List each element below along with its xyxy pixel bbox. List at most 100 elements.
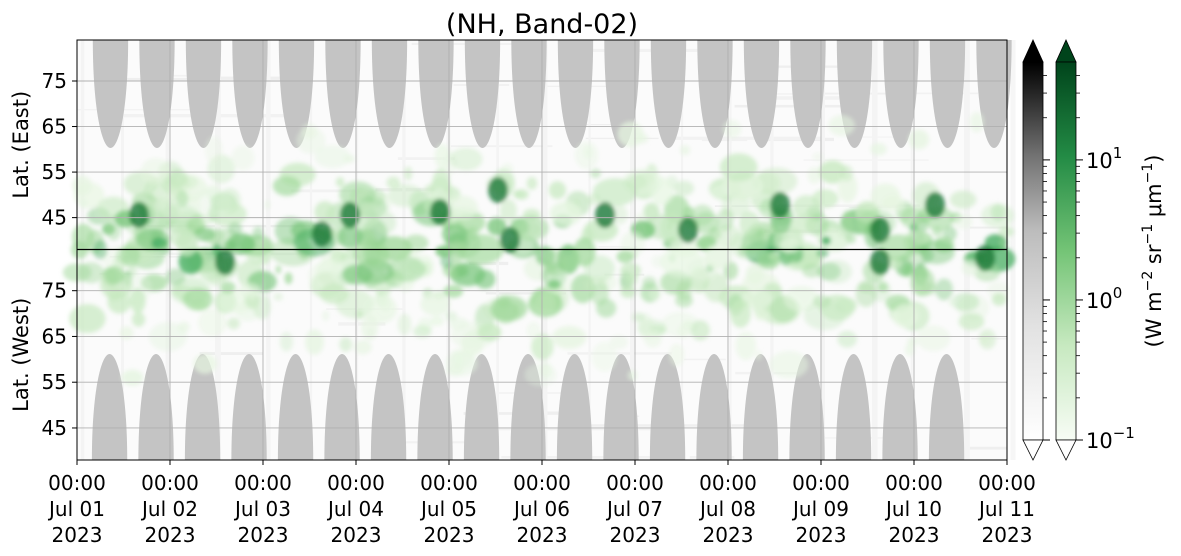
- emission-blob: [198, 309, 227, 337]
- emission-blob: [71, 223, 95, 251]
- x-tick-label: 00:00 Jul 04 2023: [326, 471, 385, 547]
- emission-blob: [434, 143, 451, 170]
- night-lobe-west: [138, 354, 174, 460]
- emission-blob: [669, 343, 685, 367]
- emission-blob: [252, 226, 264, 240]
- emission-blob: [130, 288, 146, 314]
- emission-blob: [643, 202, 660, 222]
- emission-blob: [430, 315, 444, 326]
- emission-blob: [80, 198, 88, 210]
- night-lobe-west: [463, 354, 500, 460]
- emission-blob: [305, 329, 324, 355]
- emission-blob: [660, 247, 704, 277]
- emission-blob: [620, 285, 637, 298]
- night-lobe-west: [417, 354, 453, 460]
- night-lobe-east: [278, 40, 315, 148]
- emission-blob: [730, 298, 751, 328]
- grey-streak: [938, 446, 1007, 450]
- emission-blob: [420, 292, 451, 316]
- emission-blob: [574, 141, 599, 169]
- emission-blob: [609, 335, 628, 349]
- grey-streak: [754, 93, 911, 95]
- emission-blob: [716, 208, 734, 231]
- emission-blob: [591, 341, 618, 372]
- emission-core: [430, 199, 450, 225]
- emission-blob: [690, 320, 710, 341]
- colorbar-greys-extend-min: [1022, 439, 1044, 461]
- night-lobe-west: [370, 354, 407, 460]
- colorbar-greens-extend-max: [1055, 39, 1077, 63]
- night-shading: [91, 40, 1012, 460]
- emission-blob: [723, 261, 739, 280]
- emission-blob: [590, 168, 602, 179]
- emission-core: [488, 177, 508, 203]
- emission-blob: [803, 301, 846, 331]
- emission-blob: [958, 313, 985, 331]
- emission-blob: [413, 325, 432, 338]
- grey-streak: [199, 352, 263, 355]
- x-tick-label: 00:00 Jul 09 2023: [791, 471, 850, 547]
- emission-blob: [220, 281, 236, 294]
- emission-core: [770, 192, 790, 218]
- x-tick-label: 00:00 Jul 08 2023: [698, 471, 757, 547]
- emission-blob: [755, 167, 798, 195]
- emission-blob: [353, 239, 389, 267]
- emission-blob: [617, 121, 644, 147]
- emission-blob: [620, 262, 641, 279]
- night-lobe-east: [929, 40, 966, 148]
- emission-blob: [935, 278, 953, 301]
- emission-blob: [644, 329, 662, 348]
- emission-blob: [722, 120, 742, 138]
- emission-core: [870, 217, 890, 243]
- grey-streak: [291, 189, 359, 193]
- emission-blob: [379, 293, 392, 312]
- night-lobe-west: [603, 354, 639, 460]
- emission-blob: [918, 239, 955, 265]
- emission-blob: [227, 233, 256, 255]
- grey-streak: [397, 157, 455, 161]
- emission-blob: [953, 214, 973, 229]
- emission-blob: [121, 242, 140, 267]
- y-axis-label-west: Lat. (West): [9, 298, 33, 412]
- night-lobe-west: [324, 354, 360, 460]
- emission-blob: [121, 369, 144, 386]
- emission-blob: [981, 203, 1015, 228]
- emission-blob: [165, 268, 186, 286]
- grey-column: [1010, 40, 1016, 460]
- emission-core: [678, 217, 698, 243]
- emission-blob: [677, 325, 690, 338]
- night-lobe-east: [650, 40, 687, 148]
- emission-blob: [273, 292, 283, 301]
- emission-blob: [719, 153, 758, 182]
- night-lobe-east: [883, 40, 919, 148]
- night-lobe-west: [649, 354, 686, 460]
- emission-blob: [642, 276, 657, 289]
- grey-streak: [803, 159, 929, 161]
- night-lobe-east: [790, 40, 826, 148]
- emission-blob: [183, 287, 213, 311]
- y-tick-label-west: 45: [42, 416, 67, 440]
- emission-blob: [467, 226, 479, 241]
- x-tick-label: 00:00 Jul 06 2023: [512, 471, 571, 547]
- emission-blob: [631, 312, 646, 322]
- emission-blob: [650, 287, 662, 301]
- grey-streak: [919, 249, 1007, 252]
- emission-blob: [387, 256, 426, 282]
- emission-blob: [403, 166, 413, 181]
- emission-blob: [573, 237, 596, 267]
- emission-blob: [300, 123, 318, 140]
- emission-blob: [190, 189, 234, 218]
- emission-blob: [616, 250, 634, 263]
- emission-core: [129, 202, 149, 228]
- night-lobe-west: [928, 354, 965, 460]
- emission-blob: [543, 248, 567, 277]
- y-tick-label-east: 75: [42, 69, 67, 93]
- emission-blob: [779, 238, 801, 254]
- emission-core: [215, 249, 235, 275]
- emission-blob: [132, 312, 146, 327]
- emission-blob: [365, 188, 386, 207]
- night-lobe-east: [92, 40, 129, 148]
- emission-blob: [284, 272, 293, 285]
- emission-blob: [592, 178, 638, 206]
- emission-core: [500, 227, 520, 253]
